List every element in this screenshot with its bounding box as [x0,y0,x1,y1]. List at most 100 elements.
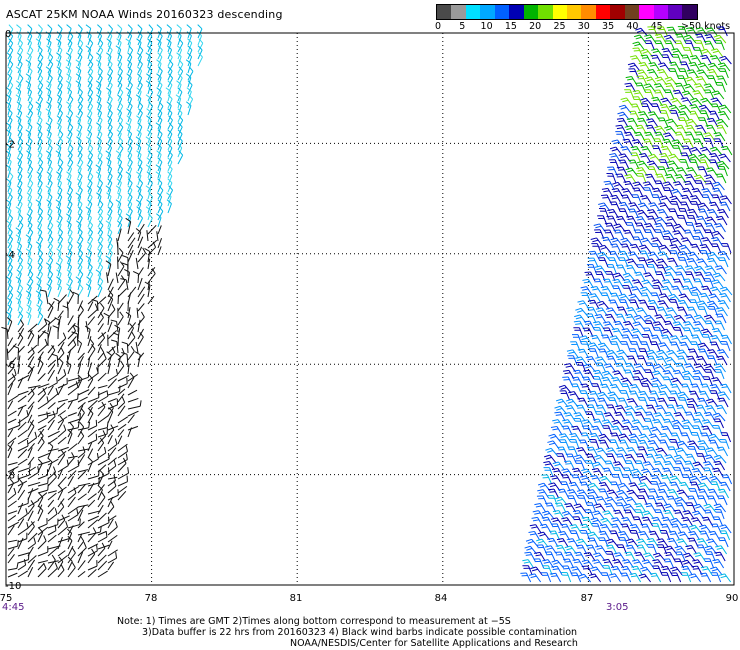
wind-barb-feather [713,232,720,236]
wind-barb [615,292,621,303]
wind-barb [27,323,38,333]
wind-barb-feather [88,374,94,380]
wind-barb [7,539,18,543]
wind-barb-feather [606,215,613,218]
wind-barb-feather [646,355,653,358]
wind-barb-feather [168,122,174,128]
wind-barb [636,334,642,345]
wind-barb [107,391,120,396]
wind-barb [7,366,15,375]
wind-barb [697,188,704,198]
wind-barb [656,334,662,345]
wind-barb [569,412,576,422]
wind-barb-feather [558,433,566,436]
wind-barb [87,569,97,578]
wind-barb [27,281,34,291]
wind-barb [701,404,707,415]
wind-barb-feather [670,188,677,192]
wind-barb-feather [669,335,676,338]
wind-barb [7,84,14,95]
wind-barb-feather [75,276,81,281]
wind-barb [47,147,53,158]
wind-barb [107,457,117,466]
wind-barb-feather [67,556,73,562]
wind-barb-feather [545,447,552,451]
wind-barb-feather [720,484,727,486]
wind-barb [67,400,73,410]
wind-barb [670,222,676,233]
wind-barb-feather [657,449,664,453]
wind-barb [97,372,107,382]
wind-barb-feather [718,351,725,354]
wind-barb-feather [578,302,586,305]
wind-barb-feather [585,453,592,456]
wind-barb-feather [116,192,123,198]
wind-barb [67,433,73,445]
wind-barb [127,425,139,431]
wind-barb [67,492,77,501]
wind-barb [600,314,607,324]
wind-barb-feather [111,304,116,310]
wind-barb-feather [674,281,681,283]
wind-barb-feather [552,510,559,513]
wind-barb-feather [18,150,23,156]
wind-barb-feather [54,524,57,531]
wind-barb [27,419,35,431]
wind-barb [673,489,680,499]
wind-barb [27,559,36,571]
wind-barb-feather [719,55,726,59]
wind-barb-feather [58,357,64,363]
wind-barb [177,91,183,102]
wind-barb-feather [688,442,696,446]
wind-barb [57,245,63,256]
wind-barb [47,259,54,270]
wind-barb-feather [187,80,193,86]
wind-barb [588,327,594,338]
wind-barb-feather [106,213,112,219]
wind-barb [675,341,681,352]
wind-barb-feather [678,309,685,311]
wind-barb-feather [550,435,557,439]
wind-barb-feather [675,456,682,460]
wind-barb-feather [575,505,582,509]
wind-barb [117,472,129,480]
wind-barb [135,341,139,354]
wind-barb [87,329,91,340]
wind-barb [7,154,12,165]
wind-barb-feather [603,363,610,366]
wind-barb [637,41,645,51]
wind-barb-feather [688,71,695,74]
wind-barb-feather [615,453,622,456]
wind-barb [696,292,701,303]
wind-barb-feather [86,185,92,191]
wind-barb-feather [639,286,646,290]
wind-barb [77,401,86,410]
wind-barb [97,140,102,151]
wind-barb-feather [147,122,153,128]
wind-barb-feather [75,192,81,197]
wind-barb-feather [639,484,646,488]
wind-barb [676,201,681,212]
wind-barb [655,426,663,436]
wind-barb [719,320,725,331]
wind-barb [127,161,133,172]
wind-barb-feather [666,26,673,29]
wind-barb-feather [61,514,66,521]
wind-barb [601,447,608,457]
wind-barb-feather [606,498,613,502]
wind-barb-feather [668,293,675,297]
wind-barb-feather [676,498,683,502]
wind-barb [649,89,655,100]
wind-barb-feather [26,304,32,309]
wind-barb-feather [645,505,653,508]
wind-barb-feather [8,24,14,30]
wind-barb [630,167,638,177]
wind-barb-feather [710,204,717,207]
wind-barb [97,458,110,466]
wind-barb-feather [617,218,624,221]
wind-barb-feather [58,129,64,135]
wind-barb [721,356,728,366]
wind-barb [57,35,62,46]
wind-barb-feather [55,150,61,155]
wind-barb [629,131,636,142]
